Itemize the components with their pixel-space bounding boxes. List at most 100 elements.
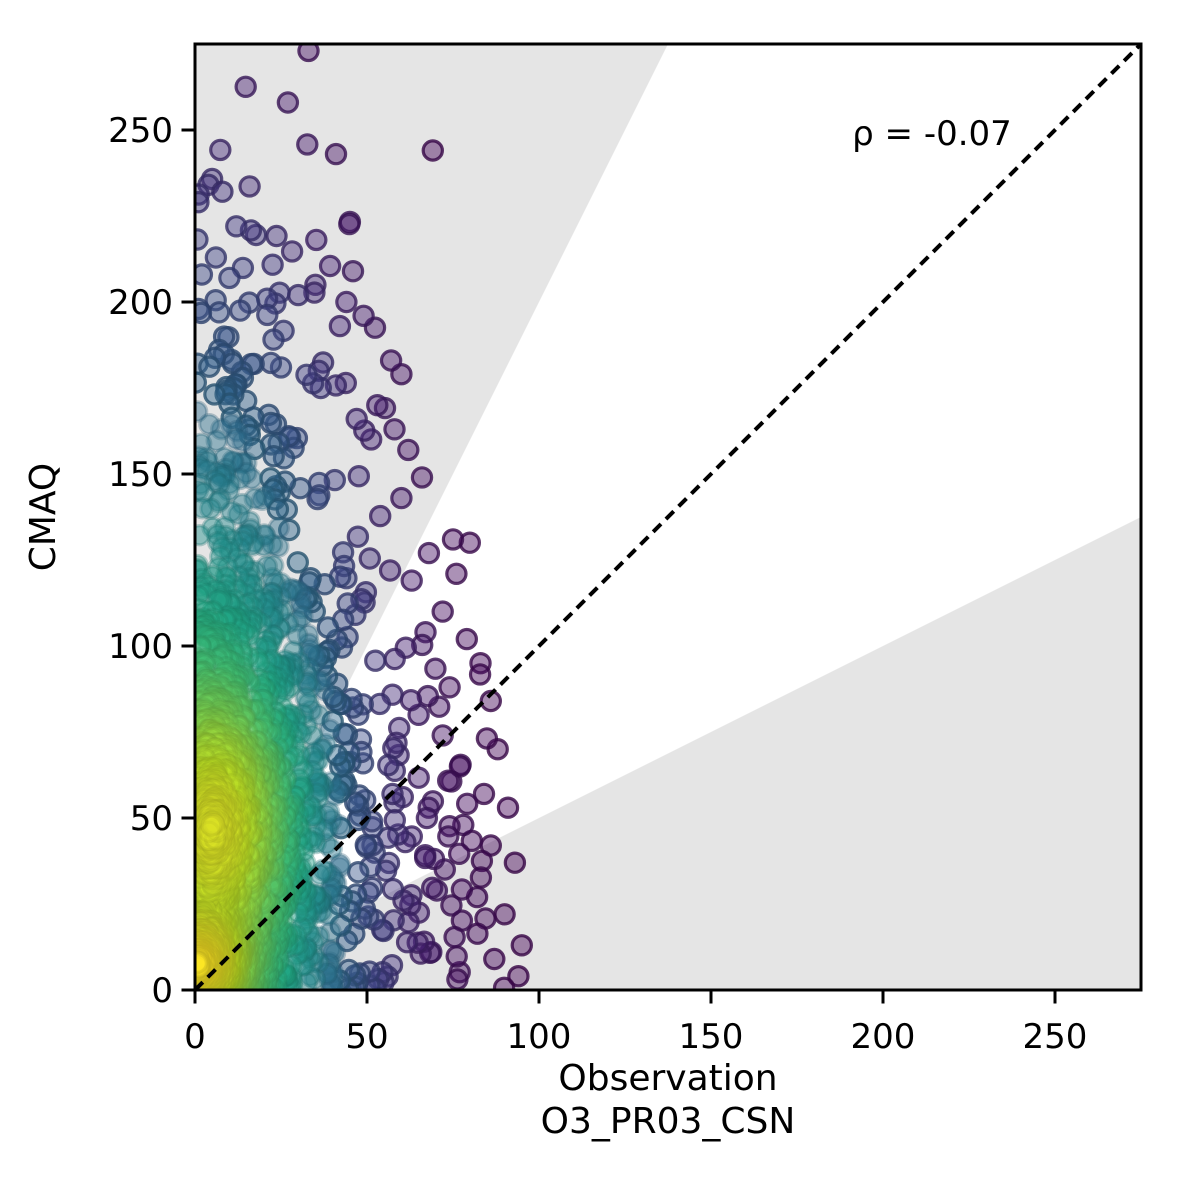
data-point	[258, 875, 282, 899]
data-point	[267, 818, 290, 841]
data-point	[302, 943, 325, 967]
data-point	[245, 775, 268, 798]
data-point	[294, 903, 317, 927]
data-point	[255, 843, 278, 867]
data-point	[253, 941, 276, 964]
data-point	[234, 961, 257, 984]
data-point	[366, 394, 389, 417]
data-point	[262, 741, 285, 764]
data-point	[214, 579, 237, 602]
data-point	[266, 881, 289, 904]
data-point	[255, 749, 279, 773]
data-point	[468, 663, 492, 686]
data-point	[209, 581, 232, 605]
data-point	[267, 911, 291, 935]
data-point	[221, 732, 244, 756]
data-point	[271, 873, 294, 897]
data-point	[250, 931, 273, 954]
data-point	[242, 768, 266, 791]
data-point	[219, 737, 243, 761]
data-point	[279, 790, 303, 813]
data-point	[276, 931, 299, 954]
data-point	[277, 664, 301, 688]
data-point	[195, 689, 209, 712]
data-point	[247, 969, 271, 990]
data-point	[298, 964, 322, 988]
data-point	[258, 823, 281, 846]
data-point	[195, 481, 215, 504]
data-point	[239, 573, 263, 596]
data-point	[470, 849, 494, 873]
data-point	[276, 91, 300, 114]
data-point	[251, 488, 274, 511]
data-point	[295, 714, 318, 737]
data-point	[271, 908, 294, 931]
data-point	[280, 240, 304, 263]
data-point	[421, 139, 444, 162]
data-point	[257, 962, 280, 986]
data-point	[214, 457, 237, 481]
data-point	[235, 947, 259, 971]
data-point	[238, 898, 261, 922]
data-point	[268, 889, 292, 913]
data-point	[256, 790, 280, 813]
data-point	[306, 771, 330, 794]
data-point	[195, 684, 212, 708]
data-point	[229, 901, 252, 924]
data-point	[213, 700, 236, 723]
data-point	[218, 536, 241, 560]
data-point	[260, 722, 283, 745]
data-point	[280, 703, 303, 727]
data-point	[231, 973, 254, 990]
data-point	[201, 516, 224, 540]
data-point	[316, 616, 340, 639]
data-point	[347, 465, 370, 488]
data-point	[229, 728, 253, 752]
data-point	[249, 796, 273, 819]
data-point	[283, 799, 306, 823]
data-point	[253, 677, 276, 701]
data-point	[195, 607, 215, 630]
data-point	[213, 642, 237, 665]
data-point	[276, 924, 299, 948]
data-point	[263, 942, 286, 965]
data-point	[247, 667, 270, 691]
data-point	[262, 852, 285, 875]
data-point	[315, 832, 338, 856]
data-point	[287, 815, 310, 839]
data-point	[277, 703, 301, 726]
data-point	[244, 948, 267, 971]
data-point	[237, 867, 261, 890]
data-point	[236, 645, 260, 668]
data-point	[262, 858, 285, 881]
data-point	[257, 965, 280, 988]
data-point	[219, 698, 242, 721]
data-point	[247, 865, 270, 889]
data-point	[246, 938, 269, 962]
data-point	[252, 962, 275, 986]
data-point	[255, 691, 279, 714]
data-point	[256, 773, 279, 796]
data-point	[259, 937, 282, 961]
data-point	[267, 795, 290, 818]
data-point	[237, 867, 261, 890]
data-point	[219, 593, 243, 616]
data-point	[252, 597, 276, 621]
data-point	[292, 840, 315, 863]
data-point	[297, 44, 320, 63]
data-point	[206, 611, 229, 634]
data-point	[269, 775, 292, 799]
data-point	[195, 584, 210, 608]
data-point	[270, 714, 293, 738]
data-point	[254, 930, 278, 954]
data-point	[220, 500, 243, 523]
data-point	[226, 722, 249, 745]
data-point	[246, 790, 269, 813]
data-point	[232, 916, 256, 939]
data-point	[195, 613, 218, 636]
data-point	[195, 301, 213, 325]
data-point	[292, 780, 315, 804]
data-point	[263, 845, 286, 868]
data-point	[254, 963, 277, 986]
data-point	[341, 260, 365, 283]
